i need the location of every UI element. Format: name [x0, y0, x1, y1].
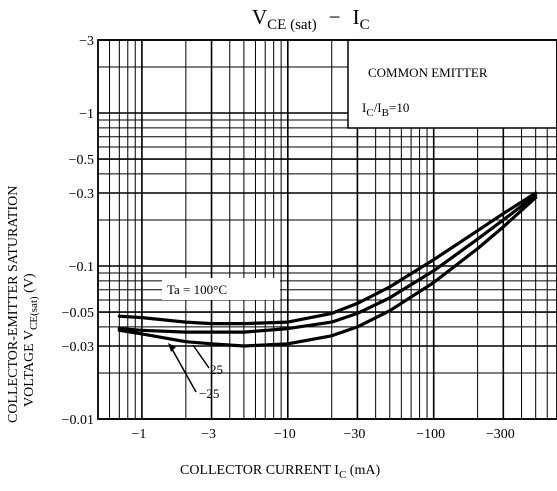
- y-tick-label: −0.5: [69, 153, 94, 168]
- x-tick-label: −30: [343, 427, 365, 442]
- label-minus-25: −25: [199, 386, 219, 401]
- x-tick-label: −100: [416, 427, 445, 442]
- x-tick-label: −1: [131, 427, 146, 442]
- chart-title: VCE (sat) − IC: [252, 5, 370, 33]
- ta-label-box: [162, 278, 280, 300]
- y-tick-label: −3: [79, 34, 94, 49]
- label-25: 25: [210, 362, 223, 377]
- x-tick-label: −300: [486, 427, 515, 442]
- series-line-2: [117, 193, 538, 334]
- y-tick-label: −1: [79, 107, 94, 122]
- x-tick-labels: −1 −3 −10 −30 −100 −300: [131, 427, 514, 442]
- info-box: [347, 39, 557, 129]
- y-axis-label-line1: COLLECTOR-EMITTER SATURATION: [6, 186, 21, 423]
- y-tick-label: −0.1: [69, 260, 94, 275]
- y-tick-label: −0.03: [62, 340, 94, 355]
- arrowhead-minus-25: [168, 343, 176, 352]
- series-line-1: [117, 191, 538, 326]
- ic-ib-ratio-label: IC/IB=10: [362, 100, 409, 119]
- x-tick-label: −10: [274, 427, 296, 442]
- plot-frame: [97, 39, 557, 420]
- y-tick-label: −0.05: [62, 306, 94, 321]
- ta-100c-label: Ta = 100°C: [167, 282, 227, 297]
- pointer-minus-25: [171, 348, 197, 393]
- x-tick-label: −3: [201, 427, 216, 442]
- y-tick-labels: −3 −1 −0.5 −0.3 −0.1 −0.05 −0.03 −0.01: [62, 34, 94, 428]
- y-axis-label-line2: VOLTAGE VCE(sat) (V): [22, 273, 40, 407]
- y-tick-label: −0.01: [62, 413, 94, 428]
- y-tick-label: −0.3: [69, 187, 94, 202]
- common-emitter-label: COMMON EMITTER: [368, 65, 488, 80]
- pointer-25: [192, 344, 210, 369]
- series-curves: [117, 191, 538, 348]
- series-line-3: [117, 196, 538, 348]
- x-axis-label: COLLECTOR CURRENT IC (mA): [180, 463, 380, 481]
